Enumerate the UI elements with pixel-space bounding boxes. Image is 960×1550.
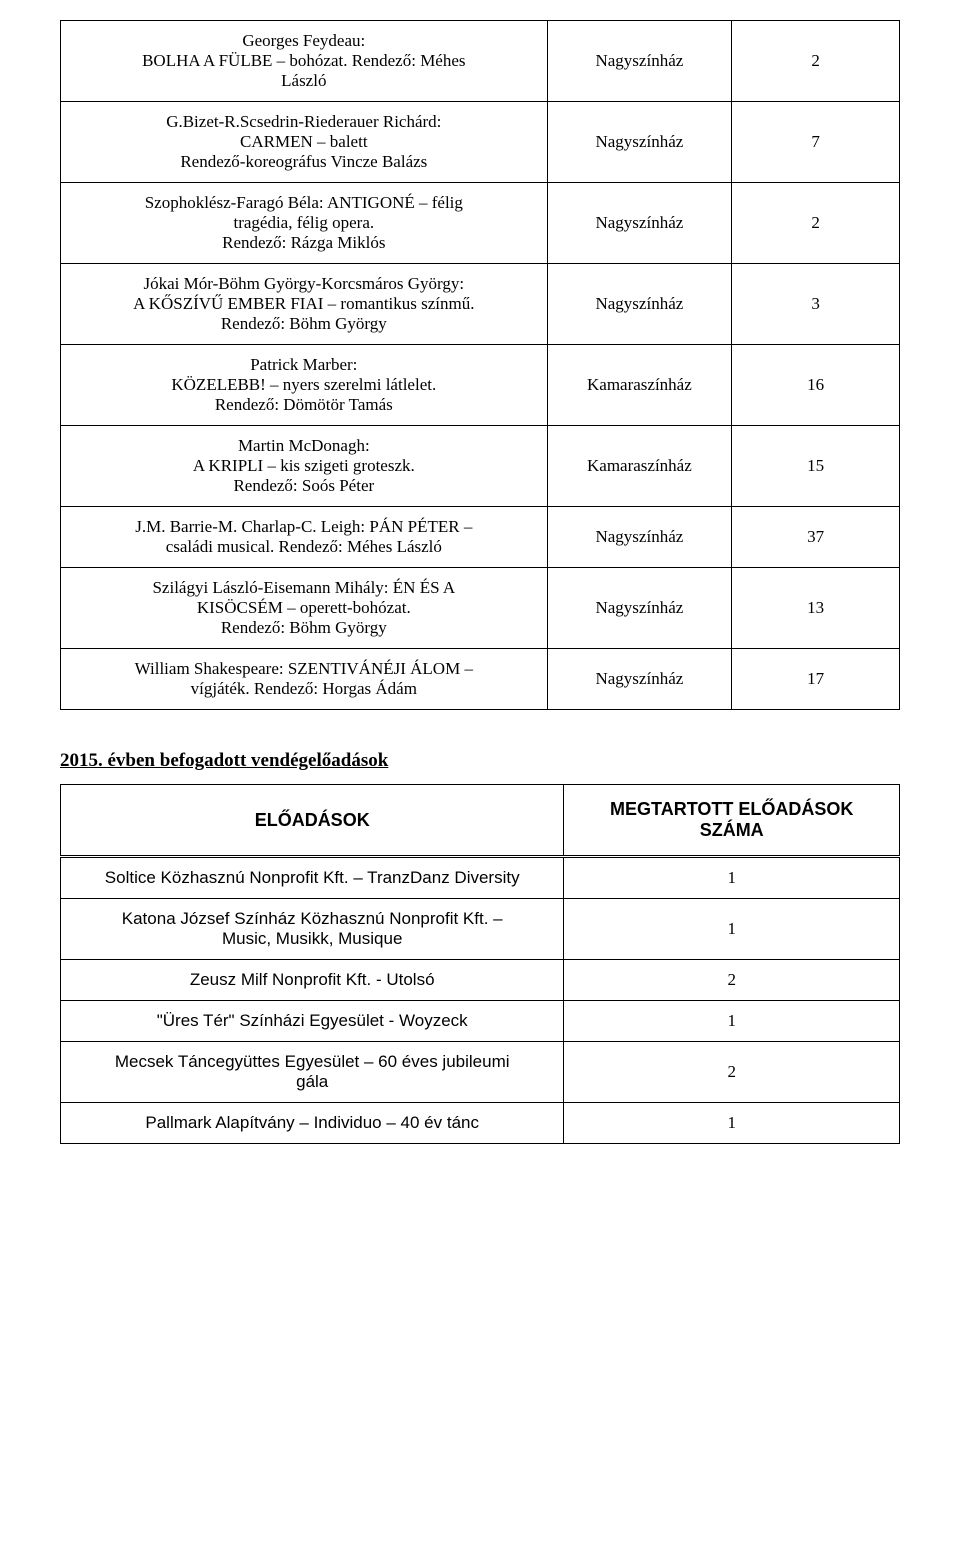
venue-cell: Nagyszínház (547, 507, 732, 568)
count-cell: 15 (732, 426, 900, 507)
table-row: Jókai Mór-Böhm György-Korcsmáros György:… (61, 264, 900, 345)
table-row: Soltice Közhasznú Nonprofit Kft. – Tranz… (61, 857, 900, 899)
header-cell-performances: ELŐADÁSOK (61, 785, 564, 857)
guest-performance-cell: Pallmark Alapítvány – Individuo – 40 év … (61, 1103, 564, 1144)
venue-cell: Kamaraszínház (547, 426, 732, 507)
guest-count-cell: 1 (564, 1103, 900, 1144)
performance-title-cell: Szilágyi László-Eisemann Mihály: ÉN ÉS A… (61, 568, 548, 649)
guest-count-cell: 2 (564, 960, 900, 1001)
performance-title-cell: J.M. Barrie-M. Charlap-C. Leigh: PÁN PÉT… (61, 507, 548, 568)
performance-title-cell: William Shakespeare: SZENTIVÁNÉJI ÁLOM –… (61, 649, 548, 710)
count-cell: 13 (732, 568, 900, 649)
section-title: 2015. évben befogadott vendégelőadások (60, 750, 900, 772)
venue-cell: Nagyszínház (547, 264, 732, 345)
performance-title-cell: Jókai Mór-Böhm György-Korcsmáros György:… (61, 264, 548, 345)
count-cell: 7 (732, 102, 900, 183)
count-cell: 37 (732, 507, 900, 568)
guest-count-cell: 1 (564, 857, 900, 899)
header-cell-count: MEGTARTOTT ELŐADÁSOKSZÁMA (564, 785, 900, 857)
guest-count-cell: 2 (564, 1042, 900, 1103)
guest-performance-cell: Katona József Színház Közhasznú Nonprofi… (61, 899, 564, 960)
table-row: Patrick Marber:KÖZELEBB! – nyers szerelm… (61, 345, 900, 426)
performance-title-cell: G.Bizet-R.Scsedrin-Riederauer Richárd:CA… (61, 102, 548, 183)
count-cell: 17 (732, 649, 900, 710)
table-row: William Shakespeare: SZENTIVÁNÉJI ÁLOM –… (61, 649, 900, 710)
table-row: Pallmark Alapítvány – Individuo – 40 év … (61, 1103, 900, 1144)
guest-performance-cell: Soltice Közhasznú Nonprofit Kft. – Tranz… (61, 857, 564, 899)
count-cell: 16 (732, 345, 900, 426)
venue-cell: Nagyszínház (547, 102, 732, 183)
table-row: Mecsek Táncegyüttes Egyesület – 60 éves … (61, 1042, 900, 1103)
count-cell: 3 (732, 264, 900, 345)
guest-performance-cell: Mecsek Táncegyüttes Egyesület – 60 éves … (61, 1042, 564, 1103)
count-cell: 2 (732, 21, 900, 102)
table-row: Martin McDonagh:A KRIPLI – kis szigeti g… (61, 426, 900, 507)
performances-table-1: Georges Feydeau:BOLHA A FÜLBE – bohózat.… (60, 20, 900, 710)
table-row: "Üres Tér" Színházi Egyesület - Woyzeck1 (61, 1001, 900, 1042)
table-row: Szophoklész-Faragó Béla: ANTIGONÉ – féli… (61, 183, 900, 264)
performance-title-cell: Szophoklész-Faragó Béla: ANTIGONÉ – féli… (61, 183, 548, 264)
guest-performance-cell: "Üres Tér" Színházi Egyesület - Woyzeck (61, 1001, 564, 1042)
guest-count-cell: 1 (564, 1001, 900, 1042)
venue-cell: Nagyszínház (547, 568, 732, 649)
table-row: Zeusz Milf Nonprofit Kft. - Utolsó2 (61, 960, 900, 1001)
venue-cell: Nagyszínház (547, 183, 732, 264)
performances-table-2: ELŐADÁSOKMEGTARTOTT ELŐADÁSOKSZÁMASoltic… (60, 784, 900, 1144)
performance-title-cell: Georges Feydeau:BOLHA A FÜLBE – bohózat.… (61, 21, 548, 102)
count-cell: 2 (732, 183, 900, 264)
table-row: Szilágyi László-Eisemann Mihály: ÉN ÉS A… (61, 568, 900, 649)
venue-cell: Nagyszínház (547, 21, 732, 102)
table-row: Georges Feydeau:BOLHA A FÜLBE – bohózat.… (61, 21, 900, 102)
table-header-row: ELŐADÁSOKMEGTARTOTT ELŐADÁSOKSZÁMA (61, 785, 900, 857)
performance-title-cell: Patrick Marber:KÖZELEBB! – nyers szerelm… (61, 345, 548, 426)
table-row: Katona József Színház Közhasznú Nonprofi… (61, 899, 900, 960)
performance-title-cell: Martin McDonagh:A KRIPLI – kis szigeti g… (61, 426, 548, 507)
guest-count-cell: 1 (564, 899, 900, 960)
venue-cell: Nagyszínház (547, 649, 732, 710)
venue-cell: Kamaraszínház (547, 345, 732, 426)
table-row: J.M. Barrie-M. Charlap-C. Leigh: PÁN PÉT… (61, 507, 900, 568)
guest-performance-cell: Zeusz Milf Nonprofit Kft. - Utolsó (61, 960, 564, 1001)
table-row: G.Bizet-R.Scsedrin-Riederauer Richárd:CA… (61, 102, 900, 183)
